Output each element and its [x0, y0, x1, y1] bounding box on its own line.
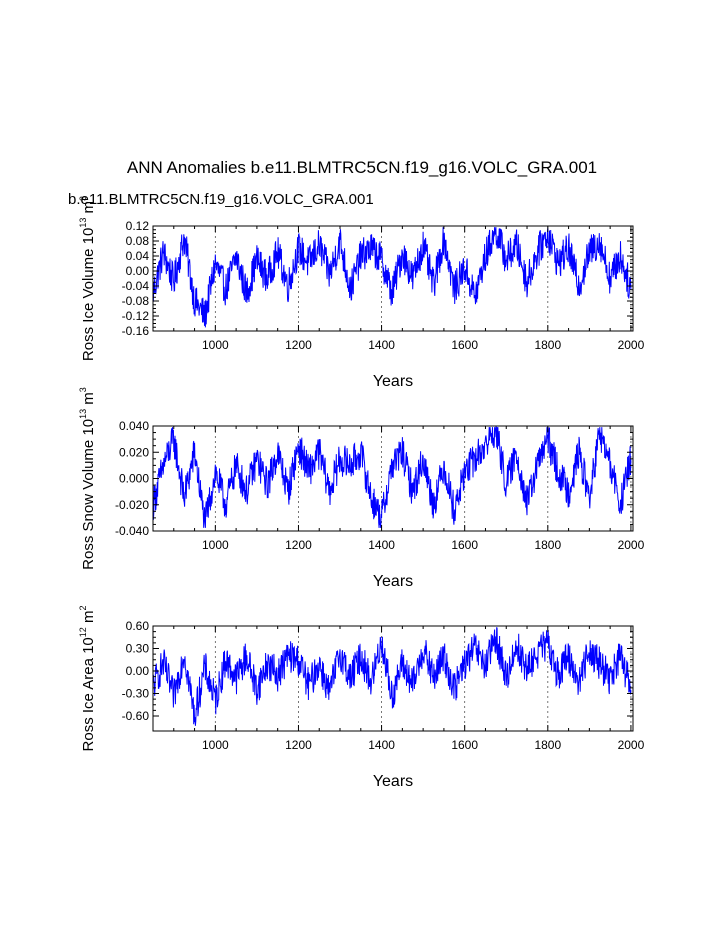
- ross-ice-volume-ylabel-unit: m: [80, 201, 97, 218]
- ross-ice-volume-xtick-label-3: 1600: [451, 338, 478, 352]
- ross-ice-area-ylabel-unit: m: [80, 611, 97, 628]
- ross-ice-volume-xtick-label-5: 2000: [618, 338, 645, 352]
- ross-snow-volume-xtick-label-5: 2000: [618, 538, 645, 552]
- ross-ice-volume-xlabel: Years: [373, 373, 413, 390]
- ross-ice-area-xtick-label-1: 1200: [285, 738, 312, 752]
- ross-snow-volume-ylabel-unit-exp: 3: [78, 387, 88, 392]
- ross-ice-volume-ytick-label-2: -0.08: [122, 294, 150, 308]
- ross-ice-area-ytick-label-4: 0.60: [126, 619, 150, 633]
- ross-ice-area-ytick-label-0: -0.60: [122, 709, 150, 723]
- ross-ice-volume-xtick-label-4: 1800: [534, 338, 561, 352]
- ross-ice-area-xtick-label-0: 1000: [202, 738, 229, 752]
- ross-ice-area-ytick-label-1: -0.30: [122, 687, 150, 701]
- ross-ice-area-panel: -0.60 -0.30 0.00 0.30 0.60 1000 1200 1400 1600 18…: [78, 606, 645, 790]
- ross-ice-volume-xtick-label-0: 1000: [202, 338, 229, 352]
- ross-ice-volume-ytick-label-4: 0.00: [126, 264, 150, 278]
- ross-ice-volume-ytick-label-0: -0.16: [122, 324, 150, 338]
- ross-snow-volume-ylabel-exp: 13: [78, 409, 88, 419]
- ross-ice-volume-ylabel: Ross Ice Volume 1013 m3: [78, 196, 97, 361]
- ross-ice-volume-ylabel-text: Ross Ice Volume 10: [80, 228, 97, 361]
- ross-ice-area-xlabel: Years: [373, 773, 413, 790]
- ross-ice-volume-ylabel-unit-exp: 3: [78, 196, 88, 201]
- ross-ice-area-xtick-label-4: 1800: [534, 738, 561, 752]
- ross-ice-volume-ylabel-exp: 13: [78, 218, 88, 228]
- ross-snow-volume-ytick-label-3: 0.020: [119, 445, 149, 459]
- ross-snow-volume-ylabel-text: Ross Snow Volume 10: [80, 419, 97, 570]
- ross-ice-volume-panel: -0.16-0.12-0.08-0.040.000.040.080.12 1000…: [78, 196, 645, 390]
- ross-ice-volume-ytick-label-7: 0.12: [126, 219, 150, 233]
- ross-ice-area-ylabel: Ross Ice Area 1012 m2: [78, 606, 97, 752]
- case-label: b.e11.BLMTRC5CN.f19_g16.VOLC_GRA.001: [68, 191, 374, 208]
- ross-ice-volume-ytick-label-6: 0.08: [126, 234, 150, 248]
- ross-snow-volume-ytick-label-2: 0.000: [119, 472, 149, 486]
- ross-ice-volume-xtick-label-2: 1400: [368, 338, 395, 352]
- ross-ice-volume-series-line: [152, 227, 632, 328]
- figure-title: ANN Anomalies b.e11.BLMTRC5CN.f19_g16.VO…: [127, 158, 597, 177]
- ross-snow-volume-ylabel-unit: m: [80, 392, 97, 409]
- ross-ice-area-ylabel-unit-exp: 2: [78, 606, 88, 611]
- ross-ice-area-frame: [152, 625, 634, 732]
- ross-snow-volume-xtick-label-2: 1400: [368, 538, 395, 552]
- ross-ice-volume-xtick-label-1: 1200: [285, 338, 312, 352]
- ross-ice-area-ytick-label-3: 0.30: [126, 642, 150, 656]
- ross-ice-area-xtick-label-2: 1400: [368, 738, 395, 752]
- ross-snow-volume-ylabel: Ross Snow Volume 1013 m3: [78, 387, 97, 570]
- ross-snow-volume-xlabel: Years: [373, 573, 413, 590]
- ross-snow-volume-xtick-label-4: 1800: [534, 538, 561, 552]
- ross-ice-volume-ytick-label-1: -0.12: [122, 309, 150, 323]
- ross-snow-volume-xtick-label-0: 1000: [202, 538, 229, 552]
- ross-ice-area-ylabel-exp: 12: [78, 627, 88, 637]
- ross-ice-volume-ytick-label-3: -0.04: [122, 279, 150, 293]
- ross-snow-volume-xtick-label-1: 1200: [285, 538, 312, 552]
- ross-ice-area-series-line: [152, 627, 632, 726]
- ross-ice-area-ylabel-text: Ross Ice Area 10: [80, 637, 97, 751]
- ross-snow-volume-panel: -0.040 -0.020 0.000 0.020 0.040 1000 1200 1400 1…: [78, 387, 645, 590]
- ross-snow-volume-ytick-label-4: 0.040: [119, 419, 149, 433]
- ross-snow-volume-ytick-label-1: -0.020: [115, 498, 149, 512]
- ross-snow-volume-series-line: [152, 426, 632, 528]
- ross-ice-volume-ytick-label-5: 0.04: [126, 249, 150, 263]
- ross-ice-area-ytick-label-2: 0.00: [126, 664, 150, 678]
- ross-snow-volume-xtick-label-3: 1600: [451, 538, 478, 552]
- ross-snow-volume-ytick-label-0: -0.040: [115, 524, 149, 538]
- ross-ice-area-xtick-label-5: 2000: [618, 738, 645, 752]
- ross-ice-area-xtick-label-3: 1600: [451, 738, 478, 752]
